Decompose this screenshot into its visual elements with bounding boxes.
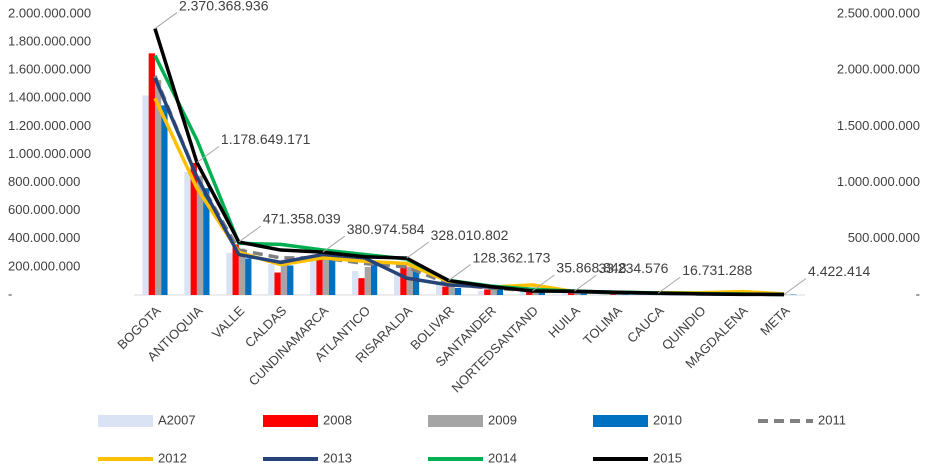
data-label: 1.178.649.171	[221, 131, 311, 147]
data-label: 128.362.173	[473, 249, 551, 265]
legend-swatch	[98, 415, 153, 427]
legend-label: 2014	[488, 450, 517, 465]
bar	[407, 267, 413, 295]
data-label: 471.358.039	[263, 211, 341, 227]
leader-line	[574, 275, 596, 291]
legend-label: 2015	[653, 450, 682, 465]
leader-line	[155, 13, 177, 29]
bar	[184, 172, 190, 295]
bar	[268, 264, 274, 295]
bar	[287, 265, 293, 295]
leader-line	[658, 277, 680, 293]
bar	[352, 271, 358, 295]
bar	[142, 95, 148, 295]
bar	[484, 289, 490, 295]
bar	[323, 256, 329, 295]
legend-label: 2011	[818, 412, 846, 427]
legend-swatch	[263, 415, 318, 427]
y-tick-label: -	[8, 286, 12, 301]
bar	[478, 291, 484, 295]
bar	[365, 267, 371, 295]
bar	[226, 253, 232, 295]
bar	[442, 287, 448, 295]
y-tick-label: 200.000.000	[8, 258, 80, 273]
data-label: 380.974.584	[347, 221, 425, 237]
y-tick-label: 1.200.000.000	[8, 118, 91, 133]
y-tick-label: 1.400.000.000	[8, 90, 91, 105]
data-label: 4.422.414	[808, 263, 870, 279]
y-tick-label: 1.000.000.000	[8, 146, 91, 161]
bar	[329, 258, 335, 295]
y2-tick-label: 1.500.000.000	[837, 118, 920, 133]
y-tick-label: 1.800.000.000	[8, 34, 91, 49]
legend-label: 2009	[488, 412, 517, 427]
bar	[455, 288, 461, 295]
legend-label: 2012	[158, 450, 187, 465]
leader-line	[407, 242, 429, 258]
leader-line	[449, 265, 471, 281]
y2-tick-label: 1.000.000.000	[837, 174, 920, 189]
legend-label: 2013	[323, 450, 352, 465]
y2-tick-label: 2.000.000.000	[837, 62, 920, 77]
legend-label: 2008	[323, 412, 352, 427]
y-tick-label: 600.000.000	[8, 202, 80, 217]
x-tick-label: VALLE	[209, 303, 248, 342]
data-label: 2.370.368.936	[179, 0, 269, 13]
bar	[371, 261, 377, 295]
y2-tick-label: 2.500.000.000	[837, 5, 920, 20]
leader-line	[239, 226, 261, 242]
y-tick-label: 400.000.000	[8, 230, 80, 245]
x-tick-label: META	[757, 303, 793, 339]
legend-label: 2010	[653, 412, 682, 427]
x-tick-label: TOLIMA	[580, 303, 625, 348]
bar	[413, 271, 419, 295]
bar	[161, 105, 167, 295]
x-tick-label: HUILA	[545, 303, 583, 341]
bar	[149, 53, 155, 295]
legend-swatch	[428, 415, 483, 427]
bar	[358, 278, 364, 295]
data-label: 33.234.576	[598, 260, 668, 276]
legend-swatch	[593, 415, 648, 427]
y-tick-label: 800.000.000	[8, 174, 80, 189]
bar	[245, 258, 251, 295]
bar	[400, 265, 406, 295]
leader-line	[784, 279, 806, 295]
data-label: 16.731.288	[682, 262, 752, 278]
legend-label: A2007	[158, 412, 196, 427]
y2-tick-label: 500.000.000	[848, 230, 920, 245]
y2-tick-label: -	[916, 286, 920, 301]
bar	[310, 258, 316, 295]
data-label: 328.010.802	[431, 227, 509, 243]
bar	[274, 273, 280, 295]
y-tick-label: 1.600.000.000	[8, 62, 91, 77]
y-tick-label: 2.000.000.000	[8, 5, 91, 20]
